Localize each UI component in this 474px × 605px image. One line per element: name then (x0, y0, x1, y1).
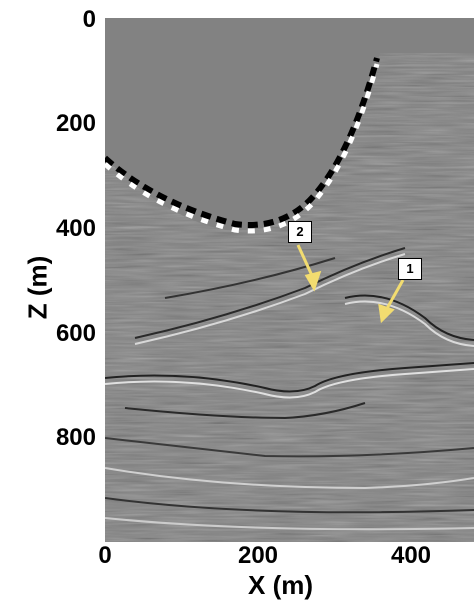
y-tick-label: 200 (55, 110, 96, 137)
y-tick-label: 0 (82, 6, 96, 33)
y-tick-label: 600 (55, 320, 96, 347)
x-tick-label: 400 (390, 542, 432, 569)
y-tick-label: 400 (55, 215, 96, 242)
interface-dark (105, 57, 380, 228)
callout-arrows (296, 244, 405, 324)
y-axis-label: Z (m) (22, 255, 53, 320)
seismic-image (105, 18, 474, 542)
callout-1: 1 (398, 258, 422, 280)
callout-2: 2 (288, 221, 312, 243)
x-axis-label: X (m) (248, 570, 313, 600)
reflectors (105, 247, 474, 531)
x-tick-label: 0 (98, 542, 112, 569)
interface-bright (105, 63, 380, 234)
x-tick-label: 200 (237, 542, 279, 569)
y-tick-label: 800 (55, 424, 96, 451)
